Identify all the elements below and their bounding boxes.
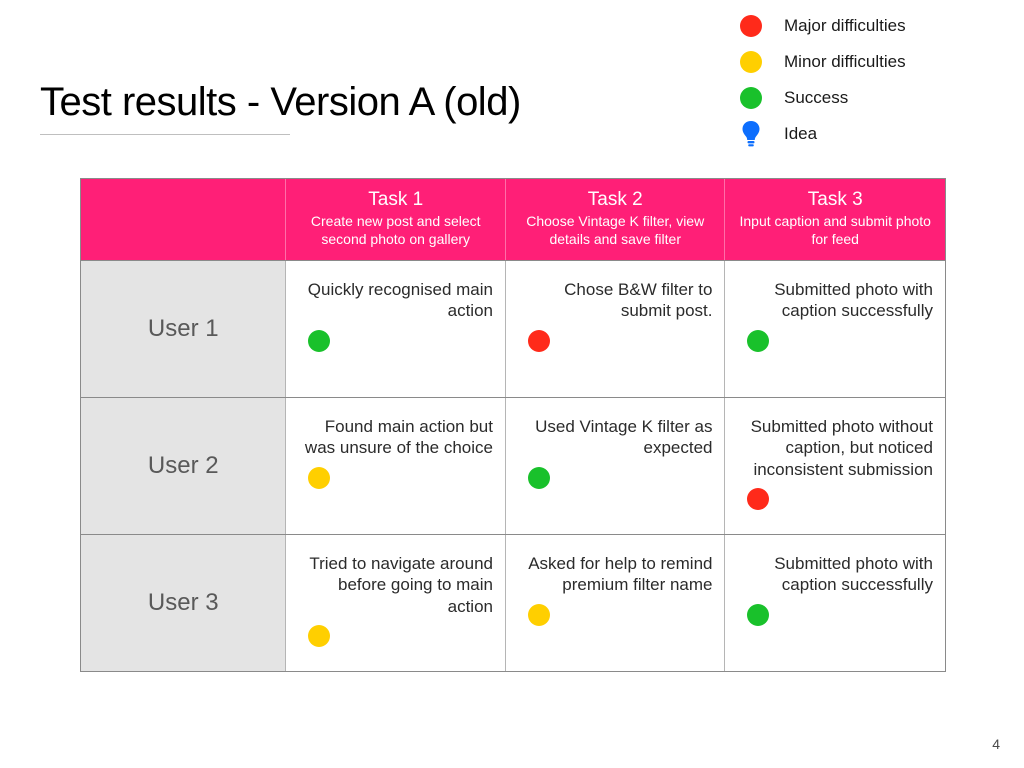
legend-label: Major difficulties <box>784 16 906 36</box>
user-label-cell: User 1 <box>81 261 286 397</box>
status-dot-row <box>298 330 493 352</box>
task-title: Task 3 <box>737 189 933 211</box>
result-text: Used Vintage K filter as expected <box>518 416 713 459</box>
status-dot <box>308 330 330 352</box>
user-label-cell: User 3 <box>81 535 286 671</box>
legend-item-idea: Idea <box>740 120 906 148</box>
task-subtitle: Input caption and submit photo for feed <box>737 213 933 248</box>
task-title: Task 1 <box>298 189 493 211</box>
legend-dot-success <box>740 87 762 109</box>
status-dot-row <box>298 625 493 647</box>
header-task-1: Task 1 Create new post and select second… <box>286 179 506 260</box>
status-dot <box>747 604 769 626</box>
result-cell: Used Vintage K filter as expected <box>506 398 726 534</box>
status-dot <box>528 467 550 489</box>
result-cell: Submitted photo with caption successfull… <box>725 535 945 671</box>
page-title: Test results - Version A (old) <box>40 80 521 125</box>
status-dot-row <box>737 604 933 626</box>
status-dot <box>308 467 330 489</box>
status-dot <box>747 330 769 352</box>
result-text: Chose B&W filter to submit post. <box>518 279 713 322</box>
result-text: Found main action but was unsure of the … <box>298 416 493 459</box>
result-cell: Tried to navigate around before going to… <box>286 535 506 671</box>
result-text: Submitted photo with caption successfull… <box>737 279 933 322</box>
result-text: Submitted photo without caption, but not… <box>737 416 933 480</box>
result-text: Asked for help to remind premium filter … <box>518 553 713 596</box>
table-row: User 2 Found main action but was unsure o… <box>81 397 945 534</box>
result-cell: Chose B&W filter to submit post. <box>506 261 726 397</box>
result-text: Tried to navigate around before going to… <box>298 553 493 617</box>
header-task-3: Task 3 Input caption and submit photo fo… <box>725 179 945 260</box>
result-cell: Submitted photo with caption successfull… <box>725 261 945 397</box>
legend-label: Minor difficulties <box>784 52 906 72</box>
legend-dot-major <box>740 15 762 37</box>
result-cell: Quickly recognised main action <box>286 261 506 397</box>
task-title: Task 2 <box>518 189 713 211</box>
legend-label: Success <box>784 88 848 108</box>
result-cell: Asked for help to remind premium filter … <box>506 535 726 671</box>
results-table: Task 1 Create new post and select second… <box>80 178 946 672</box>
status-dot-row <box>518 604 713 626</box>
task-subtitle: Choose Vintage K filter, view details an… <box>518 213 713 248</box>
result-cell: Found main action but was unsure of the … <box>286 398 506 534</box>
status-dot-row <box>737 330 933 352</box>
status-dot <box>308 625 330 647</box>
table-header-row: Task 1 Create new post and select second… <box>81 179 945 260</box>
page-number: 4 <box>992 736 1000 752</box>
task-subtitle: Create new post and select second photo … <box>298 213 493 248</box>
result-cell: Submitted photo without caption, but not… <box>725 398 945 534</box>
legend-item-major: Major difficulties <box>740 12 906 40</box>
status-dot-row <box>737 488 933 510</box>
header-empty-cell <box>81 179 286 260</box>
legend-item-success: Success <box>740 84 906 112</box>
status-dot-row <box>298 467 493 489</box>
title-underline <box>40 134 290 135</box>
legend-label: Idea <box>784 124 817 144</box>
bulb-icon <box>740 120 762 148</box>
result-text: Quickly recognised main action <box>298 279 493 322</box>
table-row: User 3Tried to navigate around before go… <box>81 534 945 671</box>
status-dot <box>528 604 550 626</box>
status-dot-row <box>518 330 713 352</box>
status-dot-row <box>518 467 713 489</box>
status-dot <box>747 488 769 510</box>
legend-item-minor: Minor difficulties <box>740 48 906 76</box>
status-dot <box>528 330 550 352</box>
header-task-2: Task 2 Choose Vintage K filter, view det… <box>506 179 726 260</box>
result-text: Submitted photo with caption successfull… <box>737 553 933 596</box>
table-row: User 1 Quickly recognised main action Chos… <box>81 260 945 397</box>
user-label-cell: User 2 <box>81 398 286 534</box>
legend-dot-minor <box>740 51 762 73</box>
legend: Major difficulties Minor difficulties Su… <box>740 12 906 148</box>
